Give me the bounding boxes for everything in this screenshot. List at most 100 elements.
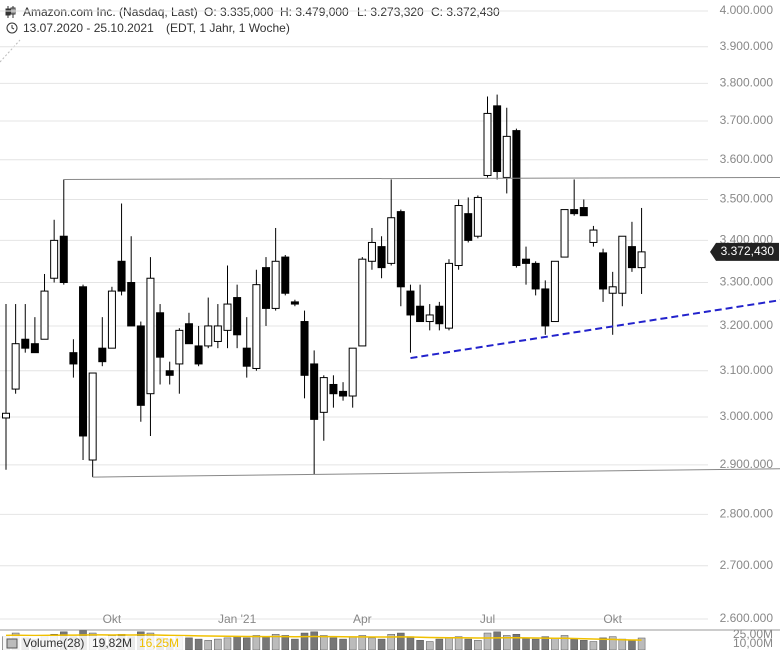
volume-bar [252,635,261,650]
volume-bar [397,632,405,650]
candle-body [59,235,68,284]
candle-body [454,205,463,267]
candle-body [502,135,511,178]
candle-body [348,347,357,397]
candle-body [358,258,367,347]
y-tick-label: 3.800.000 [720,76,774,90]
candle-body [310,363,319,420]
candle-body [464,213,473,241]
volume-bar [291,638,299,650]
candle-body [416,305,425,323]
volume-bar [454,636,463,650]
volume-bar [512,633,521,650]
volume-bar [531,638,540,650]
candle-body [117,260,126,292]
volume-bar [329,637,338,650]
volume-bar [522,637,530,650]
volume-bar [243,637,251,650]
trend-line [63,176,780,180]
candle-body [396,211,405,288]
decor-line [0,39,21,63]
candle-body [512,130,521,267]
volume-bar [493,631,501,650]
volume-bar [185,637,193,650]
chart-title: Amazon.com Inc. (Nasdaq, Last) [23,5,198,19]
candle-body [79,286,88,437]
volume-bar [580,640,588,650]
candle-body [252,284,261,369]
y-tick-label: 3.600.000 [720,152,774,166]
candle-body [194,345,203,365]
legend-value: 19,82M [92,636,132,650]
trend-line [92,468,780,478]
volume-bar [233,636,241,650]
clock-icon [6,22,18,34]
candle-body [175,329,184,365]
candle-body [242,347,251,367]
candle-body [541,288,550,327]
volume-bar [271,633,280,650]
candle-body [213,325,222,342]
candle-body [127,282,136,327]
volume-bar [628,640,636,650]
y-tick-label: 3.200.000 [720,318,774,332]
volume-bar [618,638,627,650]
candle-body [223,303,232,331]
candle-body [146,277,155,395]
period: 13.07.2020 - 25.10.2021 [23,21,154,35]
settings: (EDT, 1 Jahr, 1 Woche) [166,21,290,35]
y-tick-label: 3.100.000 [720,363,774,377]
candle-body [50,239,59,279]
volume-bar [348,636,357,650]
candle-body [531,262,540,290]
candle-body [281,256,290,294]
y-tick-label: 2.700.000 [720,558,774,572]
candle-body [483,112,492,176]
candle-body [21,338,30,349]
candle-body [599,252,608,290]
volume-bar [474,640,482,650]
y-tick-label: 3.700.000 [720,113,774,127]
price-badge [710,242,779,261]
x-tick-label: Okt [103,612,122,626]
candle-body [367,241,376,262]
volume-tick-label: 10,00M [733,636,773,650]
candle-body [30,343,39,354]
y-tick-label: 3.500.000 [720,192,774,206]
volume-bar [425,641,434,650]
candle-body [435,305,444,325]
x-tick-label: Jul [480,612,495,626]
candle-body [522,258,531,264]
x-tick-label: Jan '21 [218,612,257,626]
candle-body [290,301,299,305]
y-tick-label: 4.000.000 [720,3,774,17]
candle-body [11,343,20,390]
legend-value: 16,25M [139,636,179,650]
volume-bar [339,638,347,650]
volume-bar [214,638,222,650]
volume-tick-label: 25,00M [733,627,773,641]
candle-body [165,370,174,376]
volume-bar [368,637,376,650]
volume-bar [377,638,386,650]
y-tick-label: 2.900.000 [720,457,774,471]
y-tick-label: 2.600.000 [720,611,774,625]
candle-body [300,321,309,376]
candle-body [319,377,328,413]
volume-bar [387,633,395,650]
legend-icon [6,638,18,649]
candle-body [204,325,213,347]
candle-body [88,372,97,461]
candle-body [271,260,280,309]
candle-body [406,290,415,316]
candle-body [473,196,482,237]
volume-bar [589,641,598,650]
volume-bar [483,632,492,650]
x-tick-label: Okt [603,612,622,626]
candle-body [608,286,617,294]
volume-bar [435,638,444,650]
ohlc-high: H: 3.479,000 [280,5,349,19]
y-tick-label: 2.800.000 [720,507,774,521]
volume-bar [262,636,270,650]
